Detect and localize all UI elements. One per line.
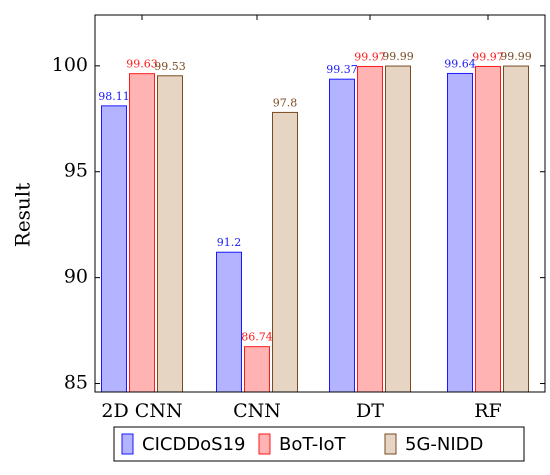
plot-frame [94, 14, 546, 393]
data-label-cicddos19: 91.2 [217, 236, 242, 249]
legend-label: 5G-NIDD [405, 434, 483, 455]
bar-5g-nidd [272, 111, 298, 393]
legend-swatch [258, 433, 271, 455]
x-tick-label: RF [474, 400, 502, 422]
bar-5g-nidd [157, 75, 183, 393]
data-label-5g-nidd: 99.99 [382, 50, 414, 63]
x-axis-ticks [141, 15, 489, 392]
legend-swatch [384, 433, 397, 455]
bar-cicddos19 [447, 72, 473, 393]
y-tick-label: 85 [64, 372, 88, 394]
bar-bot-iot [244, 346, 270, 393]
bar-cicddos19 [101, 105, 127, 393]
data-label-bot-iot: 99.97 [472, 50, 504, 63]
legend-label: CICDDoS19 [142, 434, 246, 455]
x-tick-label: DT [356, 400, 384, 422]
bar-cicddos19 [216, 251, 242, 393]
legend-frame [113, 426, 525, 462]
data-label-cicddos19: 98.11 [98, 90, 130, 103]
y-tick-label: 100 [52, 54, 88, 76]
bar-bot-iot [357, 65, 383, 393]
data-label-bot-iot: 99.63 [126, 58, 158, 71]
y-tick-label: 95 [64, 160, 88, 182]
bar-5g-nidd [385, 65, 411, 393]
bar-5g-nidd [503, 65, 529, 393]
x-tick-label: CNN [233, 400, 281, 422]
bar-cicddos19 [329, 78, 355, 393]
legend-label: BoT-IoT [279, 434, 347, 455]
y-tick-label: 90 [64, 266, 88, 288]
bars [101, 65, 529, 393]
data-labels: 98.1199.6399.5391.286.7497.899.3799.9799… [98, 50, 532, 344]
x-tick-label: 2D CNN [101, 400, 182, 422]
bar-bot-iot [129, 73, 155, 393]
data-label-5g-nidd: 99.99 [500, 50, 532, 63]
legend: CICDDoS19 BoT-IoT 5G-NIDD [113, 426, 525, 462]
data-label-bot-iot: 86.74 [241, 331, 273, 344]
data-label-5g-nidd: 99.53 [154, 60, 186, 73]
data-label-cicddos19: 99.37 [326, 63, 358, 76]
bar-bot-iot [475, 65, 501, 393]
data-label-5g-nidd: 97.8 [273, 96, 298, 109]
y-axis-ticks: 85 90 95 100 [52, 54, 545, 394]
y-axis-label: Result [11, 183, 35, 247]
legend-swatch [121, 433, 134, 455]
data-label-bot-iot: 99.97 [354, 50, 386, 63]
x-axis-tick-labels: 2D CNN CNN DT RF [101, 400, 501, 422]
data-label-cicddos19: 99.64 [444, 57, 476, 70]
